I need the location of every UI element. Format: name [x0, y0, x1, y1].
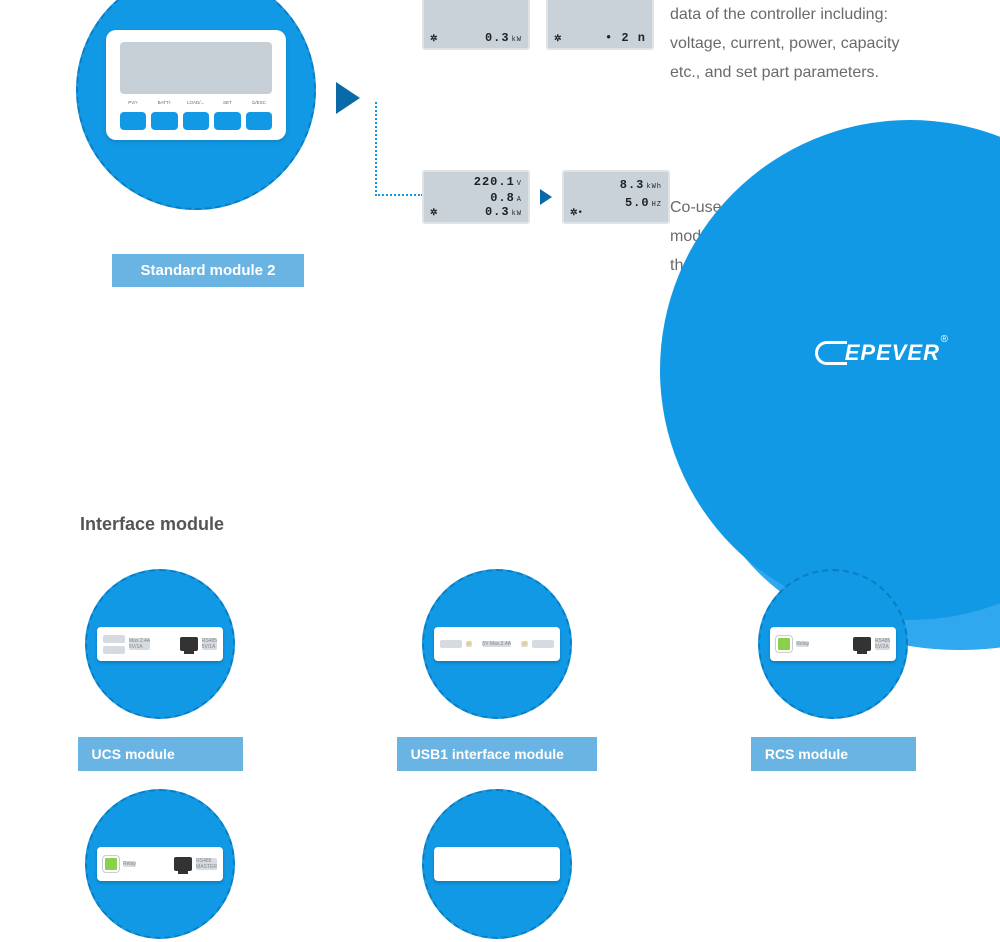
lcd-arrow-icon [540, 189, 552, 205]
module-bar: Max.2.4A5V/1A RS4855V/1A [97, 627, 223, 661]
rj-port-icon [180, 637, 198, 651]
device-button-row [120, 104, 272, 130]
module-usb1: ⚡ 5V Max.2.4A ⚡ USB1 interface module [417, 569, 577, 771]
module-label: RCS module [751, 737, 916, 771]
play-arrow-icon [336, 82, 360, 114]
lcd-value: 5.0HZ [625, 196, 662, 210]
interface-module-section: Interface module Max.2.4A5V/1A RS4855V/1… [0, 414, 1000, 939]
port-label: Relay [796, 641, 809, 647]
module-circle: Relay RS485MASTER [85, 789, 235, 939]
brand-logo-text: EPEVER [845, 340, 940, 366]
device-button [246, 112, 272, 130]
module-bar-blank [434, 847, 560, 881]
port-label: RS485MASTER [196, 858, 217, 870]
sun-icon: ✲ [554, 34, 562, 44]
module-circle: Max.2.4A5V/1A RS4855V/1A [85, 569, 235, 719]
brand-logo-c-icon [815, 341, 847, 365]
lcd-value: 8.3kWh [620, 178, 662, 192]
module-grid: Max.2.4A5V/1A RS4855V/1A UCS module ⚡ 5V… [80, 569, 920, 939]
module-label: UCS module [78, 737, 243, 771]
brand-logo: EPEVER [815, 340, 940, 366]
device-button [151, 112, 177, 130]
relay-port-icon [776, 636, 792, 652]
lcd-value: 220.1V [474, 175, 522, 189]
module-circle: ⚡ 5V Max.2.4A ⚡ [422, 569, 572, 719]
ds1-text: data of the controller including: voltag… [670, 0, 930, 87]
lcd-panel: ✲ 220.1V 0.8A 0.3kW [422, 170, 530, 224]
lcd-panel: ✲ 0.3kW [422, 0, 530, 50]
port-label: ⚡ [466, 641, 472, 647]
module-extra-2 [417, 789, 577, 939]
lcd-value: 0.8A [490, 191, 522, 205]
port-label: ⚡ [521, 641, 527, 647]
device-reflection [106, 160, 286, 176]
usb-port-icon [103, 646, 125, 654]
usb-port-icon [532, 640, 554, 648]
lcd-panel: ✲• 8.3kWh 5.0HZ [562, 170, 670, 224]
device-button [183, 112, 209, 130]
rj-port-icon [174, 857, 192, 871]
port-label: Max.2.4A5V/1A [129, 638, 150, 650]
top-section: PV/+ BATT/- LOAD/← SET ⏻/ESC Standard mo… [0, 0, 1000, 414]
standard-module-circle: PV/+ BATT/- LOAD/← SET ⏻/ESC [76, 0, 316, 210]
interface-heading: Interface module [80, 514, 920, 535]
module-bar: Relay RS485MASTER [97, 847, 223, 881]
sun-icon: ✲ [430, 34, 438, 44]
relay-port-icon [103, 856, 119, 872]
device-button [120, 112, 146, 130]
lcd-panel: ✲ • 2 n [546, 0, 654, 50]
rj-port-icon [853, 637, 871, 651]
standard-module-label: Standard module 2 [112, 254, 304, 287]
connector-line [375, 102, 423, 196]
module-bar: ⚡ 5V Max.2.4A ⚡ [434, 627, 560, 661]
module-label: USB1 interface module [397, 737, 597, 771]
sun-icon: ✲ [430, 208, 438, 218]
usb-port-icon [103, 635, 125, 643]
ds1-body: data of the controller including: voltag… [670, 0, 930, 87]
sun-icon: ✲• [570, 208, 583, 218]
registered-icon: ® [941, 334, 948, 345]
lcd-value: 0.3kW [485, 205, 522, 219]
lcd-row-2: ✲ 220.1V 0.8A 0.3kW ✲• 8.3kWh 5.0HZ [422, 170, 670, 224]
port-label: RS4855V/2A [875, 638, 890, 650]
port-label: 5V Max.2.4A [482, 641, 511, 647]
module-bar: Relay RS4855V/2A [770, 627, 896, 661]
module-rcs: Relay RS4855V/2A RCS module [753, 569, 913, 771]
device-lcd [120, 42, 272, 94]
device-button [214, 112, 240, 130]
standard-module-device: PV/+ BATT/- LOAD/← SET ⏻/ESC [106, 30, 286, 140]
module-ucs: Max.2.4A5V/1A RS4855V/1A UCS module [80, 569, 240, 771]
module-circle [422, 789, 572, 939]
port-label: RS4855V/1A [202, 638, 217, 650]
port-label: Relay [123, 861, 136, 867]
module-circle: Relay RS4855V/2A [758, 569, 908, 719]
usb-port-icon [440, 640, 462, 648]
lcd-value: • 2 n [605, 31, 646, 45]
lcd-value: 0.3kW [485, 31, 522, 45]
lcd-row-1: ✲ 0.3kW ✲ • 2 n [422, 0, 654, 50]
module-extra-1: Relay RS485MASTER [80, 789, 240, 939]
